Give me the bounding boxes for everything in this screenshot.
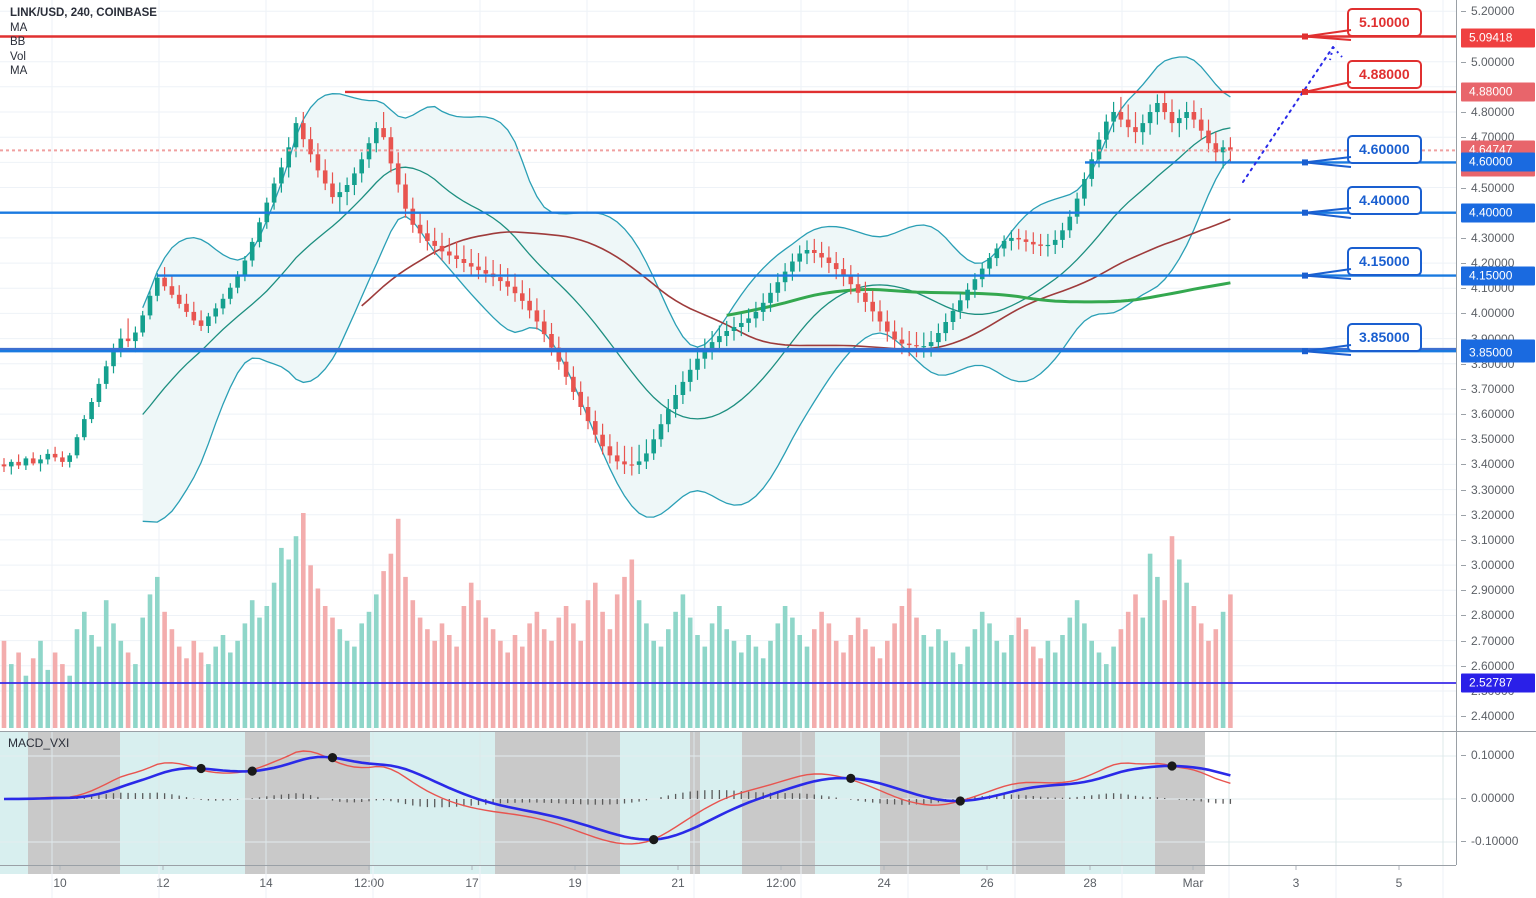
price-level-callout[interactable]: 3.85000 [1347, 323, 1422, 352]
callout-tail [1302, 344, 1352, 356]
price-tick-mark [1461, 61, 1466, 63]
price-level-callout[interactable]: 5.10000 [1347, 8, 1422, 37]
price-tick-mark [1461, 263, 1466, 265]
price-tick-mark [1461, 489, 1466, 491]
svg-text:12: 12 [156, 876, 170, 890]
svg-text:Mar: Mar [1183, 876, 1204, 890]
price-tick-mark [1461, 237, 1466, 239]
callout-tail [1302, 81, 1352, 95]
svg-text:26: 26 [980, 876, 994, 890]
macd-svg [0, 732, 1456, 866]
macd-tick-label: 0.10000 [1471, 748, 1515, 762]
svg-text:12:00: 12:00 [766, 876, 796, 890]
price-tick-label: 4.80000 [1471, 105, 1515, 120]
price-axis[interactable]: 5.200005.100005.000004.900004.800004.700… [1456, 0, 1536, 865]
macd-tick-mark [1461, 755, 1466, 756]
callout-tail [1302, 268, 1352, 280]
price-tick-mark [1461, 112, 1466, 114]
price-tick-mark [1461, 539, 1466, 541]
price-tick-mark [1461, 640, 1466, 642]
price-tick-mark [1461, 464, 1466, 466]
svg-text:28: 28 [1083, 876, 1097, 890]
time-axis-svg: 10 12 14 12:00 17 19 21 12:00 24 26 28 Mar 3 5 [0, 866, 1444, 898]
price-tick-label: 2.90000 [1471, 583, 1515, 598]
price-tick-mark [1461, 11, 1466, 13]
price-tick-mark [1461, 363, 1466, 365]
svg-text:17: 17 [465, 876, 479, 890]
price-level-callout[interactable]: 4.88000 [1347, 60, 1422, 89]
price-badge-volume-ma[interactable]: 2.52787 [1461, 673, 1535, 693]
price-chart-panel[interactable] [0, 0, 1456, 730]
price-badge-resistance[interactable]: 5.09418 [1461, 28, 1535, 48]
time-axis[interactable]: 10 12 14 12:00 17 19 21 12:00 24 26 28 Mar 3 5 [0, 865, 1456, 898]
callout-tail [1302, 156, 1352, 168]
price-tick-label: 3.60000 [1471, 407, 1515, 422]
macd-tick-label: 0.00000 [1471, 791, 1515, 805]
price-tick-mark [1461, 439, 1466, 441]
svg-text:5: 5 [1396, 876, 1403, 890]
price-tick-label: 3.40000 [1471, 457, 1515, 472]
price-badge-resistance[interactable]: 4.88000 [1461, 82, 1535, 102]
price-level-callout[interactable]: 4.15000 [1347, 247, 1422, 276]
price-tick-mark [1461, 388, 1466, 390]
macd-axis-divider [1456, 731, 1536, 732]
price-badge-support[interactable]: 4.15000 [1461, 266, 1535, 286]
price-tick-mark [1461, 137, 1466, 139]
macd-tick-mark [1461, 841, 1466, 842]
price-tick-label: 3.20000 [1471, 507, 1515, 522]
macd-title: MACD_VXI [8, 736, 70, 750]
price-tick-mark [1461, 514, 1466, 516]
svg-text:12:00: 12:00 [354, 876, 384, 890]
price-tick-label: 4.30000 [1471, 230, 1515, 245]
price-badge-support[interactable]: 3.85000 [1461, 343, 1535, 363]
svg-text:24: 24 [877, 876, 891, 890]
price-tick-label: 2.40000 [1471, 709, 1515, 724]
price-tick-label: 3.70000 [1471, 381, 1515, 396]
price-tick-label: 3.50000 [1471, 432, 1515, 447]
price-badge-support[interactable]: 4.40000 [1461, 203, 1535, 223]
price-tick-mark [1461, 716, 1466, 718]
svg-text:3: 3 [1293, 876, 1300, 890]
price-tick-label: 5.20000 [1471, 4, 1515, 19]
callout-tail [1302, 29, 1352, 41]
price-tick-label: 5.00000 [1471, 54, 1515, 69]
svg-text:21: 21 [671, 876, 685, 890]
svg-text:19: 19 [568, 876, 582, 890]
price-level-callout[interactable]: 4.40000 [1347, 186, 1422, 215]
price-badge-support[interactable]: 4.60000 [1461, 152, 1535, 172]
price-tick-mark [1461, 565, 1466, 567]
svg-text:10: 10 [53, 876, 67, 890]
price-tick-label: 2.80000 [1471, 608, 1515, 623]
callout-tail [1302, 207, 1352, 219]
price-chart-svg [0, 0, 1456, 730]
price-tick-label: 4.00000 [1471, 306, 1515, 321]
price-tick-label: 2.60000 [1471, 658, 1515, 673]
price-tick-label: 3.10000 [1471, 532, 1515, 547]
price-tick-mark [1461, 590, 1466, 592]
price-tick-mark [1461, 615, 1466, 617]
price-tick-mark [1461, 414, 1466, 416]
price-tick-mark [1461, 313, 1466, 315]
macd-tick-label: -0.10000 [1471, 834, 1519, 848]
price-tick-mark [1461, 665, 1466, 667]
price-tick-label: 4.70000 [1471, 130, 1515, 145]
price-level-callout[interactable]: 4.60000 [1347, 135, 1422, 164]
macd-panel[interactable] [0, 731, 1456, 866]
macd-tick-mark [1461, 798, 1466, 799]
price-tick-mark [1461, 288, 1466, 290]
price-tick-mark [1461, 187, 1466, 189]
price-tick-label: 3.00000 [1471, 558, 1515, 573]
price-tick-label: 4.50000 [1471, 180, 1515, 195]
price-tick-label: 3.30000 [1471, 482, 1515, 497]
price-tick-label: 2.70000 [1471, 633, 1515, 648]
